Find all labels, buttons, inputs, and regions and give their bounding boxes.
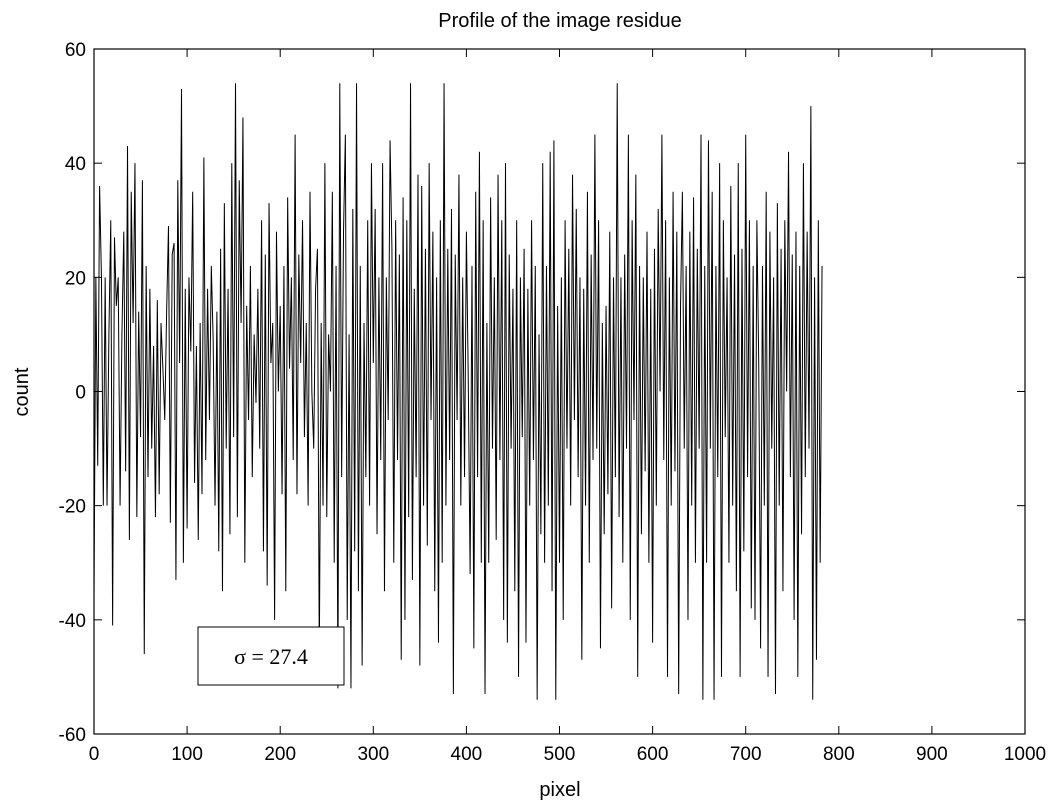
x-tick-label: 600	[637, 744, 669, 765]
y-tick-label: -60	[59, 725, 86, 746]
annotation-frame	[197, 626, 345, 686]
y-tick-label: -40	[59, 611, 86, 632]
y-axis: -60 -40 -20 0 20 40 60	[59, 40, 1025, 746]
plot-area	[93, 48, 1026, 735]
x-tick-label: 900	[916, 744, 948, 765]
x-tick-label: 800	[823, 744, 855, 765]
x-tick-label: 500	[544, 744, 576, 765]
y-tick-label: 40	[65, 154, 86, 175]
sigma-annotation: σ = 27.4	[234, 644, 308, 669]
x-tick-label: 100	[171, 744, 203, 765]
x-tick-label: 200	[264, 744, 296, 765]
y-axis-label: count	[11, 367, 33, 416]
y-tick-label: 60	[65, 40, 86, 61]
x-tick-label: 300	[357, 744, 389, 765]
x-tick-label: 400	[451, 744, 483, 765]
x-tick-label: 0	[89, 744, 100, 765]
x-tick-label: 700	[730, 744, 762, 765]
y-tick-label: -20	[59, 497, 86, 518]
chart-title: Profile of the image residue	[438, 10, 681, 32]
x-axis-label: pixel	[539, 779, 580, 801]
y-tick-label: 20	[65, 268, 86, 289]
series-line-residue	[93, 83, 823, 700]
annotation-box: σ = 27.4	[197, 626, 345, 686]
x-axis: 0 100 200 300 400 500 600 700 800 900 1000	[89, 49, 1046, 765]
x-tick-label: 1000	[1004, 744, 1046, 765]
y-tick-label: 0	[75, 383, 86, 404]
